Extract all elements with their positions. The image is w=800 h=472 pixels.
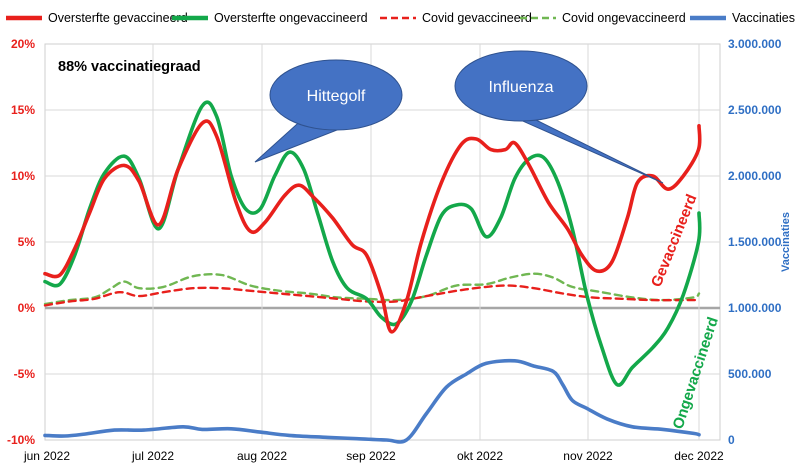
legend-label: Covid gevaccineerd [422,11,532,25]
series-line-covid-gevaccineerd [43,284,701,307]
y-right-tick: 1.000.000 [728,301,782,315]
label-gevaccineerd: Gevaccineerd [648,192,701,290]
axes: 20% 15% 10% 5% 0% -5% -10% 3.000.000 2.500.000 2.… [7,37,792,463]
legend-label: Covid ongevaccineerd [562,11,686,25]
x-tick: aug 2022 [237,449,287,463]
series-line-oversterfte-gevaccineerd [43,119,702,334]
x-tick: okt 2022 [457,449,503,463]
y-left-tick: 5% [18,235,36,249]
y-left-tick: -10% [7,433,35,447]
y-left-tick: 20% [11,37,35,51]
legend-label: Oversterfte ongevaccineerd [214,11,368,25]
x-tick: jul 2022 [131,449,174,463]
y-right-label: Vaccinaties [780,212,792,272]
callout-text: Influenza [489,79,554,96]
callout-text: Hittegolf [307,88,366,105]
x-tick: jun 2022 [23,449,70,463]
y-left-tick: 10% [11,169,35,183]
chart-subtitle: 88% vaccinatiegraad [58,59,201,75]
series-line-covid-ongevaccineerd [43,272,701,306]
y-right-tick: 500.000 [728,367,772,381]
y-left-tick: -5% [14,367,36,381]
x-tick: sep 2022 [346,449,396,463]
callout-influenza: Influenza [454,50,664,184]
y-right-tick: 2.500.000 [728,103,782,117]
series-line-oversterfte-ongevaccineerd [43,100,702,387]
y-left-tick: 15% [11,103,35,117]
y-right-tick: 1.500.000 [728,235,782,249]
x-tick: nov 2022 [563,449,613,463]
y-right-tick: 0 [728,433,735,447]
callout-bubble [269,59,403,131]
y-right-tick: 3.000.000 [728,37,782,51]
callout-hittegolf: Hittegolf [254,59,403,163]
y-right-tick: 2.000.000 [728,169,782,183]
legend-label: Oversterfte gevaccineerd [48,11,188,25]
legend: Oversterfte gevaccineerd Oversterfte onge… [6,11,795,25]
series-group [43,100,702,444]
series-line-vaccinaties [43,358,701,444]
x-tick: dec 2022 [674,449,724,463]
label-ongevaccineerd: Ongevaccineerd [670,315,722,431]
callout-bubble [454,50,588,122]
y-left-tick: 0% [18,301,36,315]
legend-label: Vaccinaties [732,11,795,25]
